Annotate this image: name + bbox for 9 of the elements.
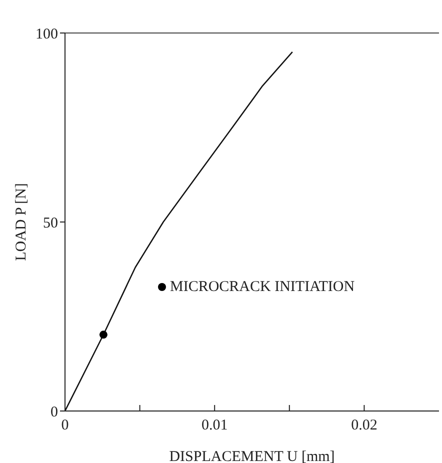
legend-label: MICROCRACK INITIATION [170,279,355,295]
y-axis-title: LOAD P [N] [13,183,30,261]
x-tick-label: 0.01 [201,418,228,434]
x-axis-title: DISPLACEMENT U [mm] [169,449,335,463]
y-tick-label: 100 [36,26,58,42]
y-tick-label: 50 [43,215,58,232]
y-tick-label: 0 [50,404,58,420]
x-tick-label: 0 [61,418,69,434]
x-tick-label: 0.02 [351,418,378,434]
